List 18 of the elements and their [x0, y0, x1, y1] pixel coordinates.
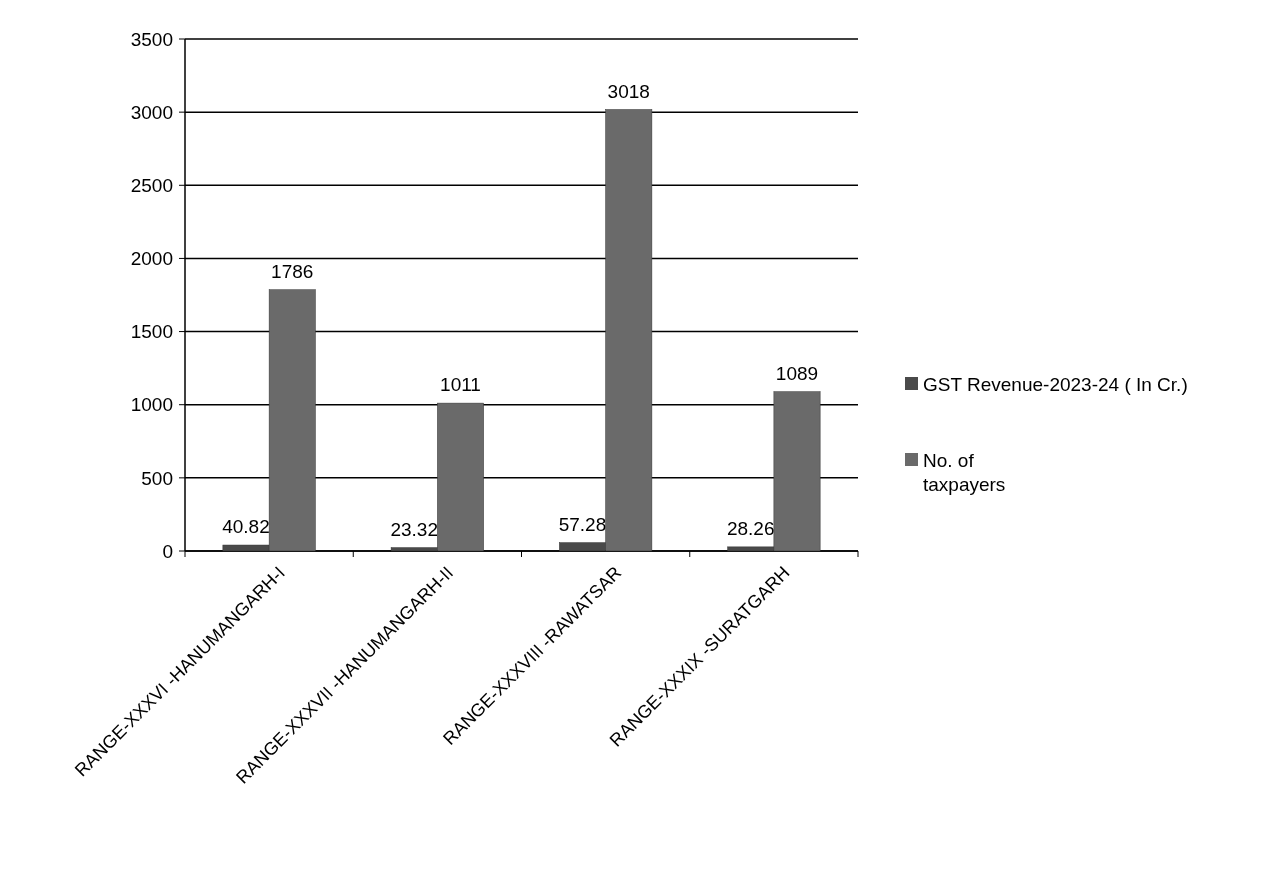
- data-label: 3018: [607, 80, 650, 102]
- y-tick-label: 500: [141, 467, 173, 489]
- data-label: 57.28: [558, 513, 607, 535]
- y-tick-label: 2000: [130, 248, 173, 270]
- y-tick-label: 1500: [130, 321, 173, 343]
- data-label: 1786: [271, 260, 314, 282]
- data-label: 28.26: [726, 517, 775, 539]
- y-tick-label: 2500: [130, 174, 173, 196]
- y-tick-label: 3000: [130, 101, 173, 123]
- y-tick-label: 0: [162, 540, 173, 562]
- y-tick-label: 1000: [130, 394, 173, 416]
- data-label: 1089: [775, 362, 819, 384]
- data-label: 23.32: [390, 518, 439, 540]
- legend-label: No. of taxpayers: [923, 449, 1006, 496]
- data-label: 40.82: [222, 516, 270, 538]
- y-tick-label: 3500: [130, 28, 173, 50]
- data-label: 1011: [440, 374, 481, 396]
- legend-label: GST Revenue-2023-24 ( In Cr.): [923, 373, 1188, 395]
